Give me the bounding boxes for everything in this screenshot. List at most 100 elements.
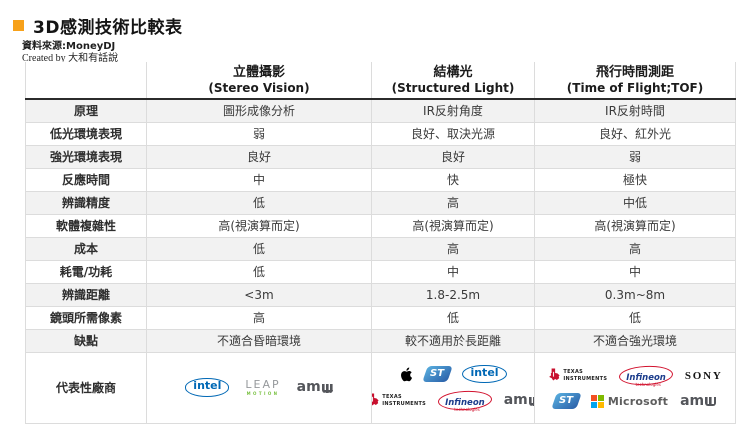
infineon-logo: Infineon technologies — [618, 364, 674, 387]
cell: 中 — [534, 259, 736, 284]
ti-texas-icon — [372, 393, 380, 409]
col-header-zh: 立體攝影 — [232, 65, 285, 81]
cell: 較不適用於長距離 — [371, 328, 535, 353]
texas-instruments-logo: TEXAS INSTRUMENTS — [547, 368, 607, 384]
table-row-representative-vendors: 代表性廠商 intel LEAP MOTION am — [25, 351, 736, 424]
vendor-logo-row: intel LEAP MOTION am — [148, 378, 371, 397]
row-label: 強光環境表現 — [25, 144, 147, 169]
header-row: 立體攝影 (Stereo Vision) 結構光 (Structured Lig… — [25, 62, 736, 100]
cell: 高 — [534, 236, 736, 261]
cell: 弱 — [146, 121, 372, 146]
cell: IR反射角度 — [371, 98, 535, 123]
apple-logo — [399, 366, 413, 383]
ams-s-glyph — [321, 383, 333, 393]
col-header-zh: 結構光 — [433, 65, 473, 81]
cell: 高(視演算而定) — [146, 213, 372, 238]
texas-instruments-logo: TEXAS INSTRUMENTS — [372, 393, 427, 409]
cell: 高(視演算而定) — [371, 213, 535, 238]
cell: 高 — [146, 305, 372, 330]
cell: 低 — [146, 190, 372, 215]
cell: 中 — [371, 259, 535, 284]
cell: 高 — [371, 190, 535, 215]
cell: IR反射時間 — [534, 98, 736, 123]
cell: 低 — [146, 236, 372, 261]
table-row-drawbacks: 缺點 不適合昏暗環境 較不適用於長距離 不適合強光環境 — [25, 328, 736, 353]
source-note: 資料來源:MoneyDJ — [22, 41, 116, 52]
col-header-time-of-flight: 飛行時間測距 (Time of Flight;TOF) — [534, 62, 736, 100]
table-row-strong-light: 強光環境表現 良好 良好 弱 — [25, 144, 736, 169]
microsoft-logo: Microsoft — [590, 394, 668, 408]
col-header-structured-light: 結構光 (Structured Light) — [371, 62, 535, 100]
comparison-table: 立體攝影 (Stereo Vision) 結構光 (Structured Lig… — [25, 62, 736, 424]
col-header-zh: 飛行時間測距 — [595, 65, 674, 81]
col-header-en: (Structured Light) — [391, 80, 515, 95]
cell: 弱 — [534, 144, 736, 169]
table-row-low-light: 低光環境表現 弱 良好、取決光源 良好、紅外光 — [25, 121, 736, 146]
cell: 1.8-2.5m — [371, 282, 535, 307]
table-row-recognition-distance: 辨識距離 <3m 1.8-2.5m 0.3m~8m — [25, 282, 736, 307]
row-label: 原理 — [25, 98, 147, 123]
table-row-lens-pixels: 鏡頭所需像素 高 低 低 — [25, 305, 736, 330]
table-row-power-consumption: 耗電/功耗 低 中 中 — [25, 259, 736, 284]
cell: 良好 — [371, 144, 535, 169]
cell: 良好、取決光源 — [371, 121, 535, 146]
corner-cell — [25, 62, 147, 100]
page-title: 3D感測技術比較表 — [33, 18, 183, 38]
cell: 0.3m~8m — [534, 282, 736, 307]
title-block: 3D感測技術比較表 — [13, 13, 182, 38]
vendor-cell-stereo: intel LEAP MOTION am — [146, 351, 372, 424]
table-row-cost: 成本 低 高 高 — [25, 236, 736, 261]
st-logo: ST — [422, 366, 454, 382]
cell: 高 — [371, 236, 535, 261]
col-header-en: (Time of Flight;TOF) — [566, 80, 704, 95]
intel-logo: intel — [185, 378, 230, 397]
col-header-stereo-vision: 立體攝影 (Stereo Vision) — [146, 62, 372, 100]
st-logo: ST — [551, 393, 582, 409]
cell: 中 — [146, 167, 372, 192]
cell: 良好 — [146, 144, 372, 169]
cell: 低 — [371, 305, 535, 330]
ams-logo: am — [680, 394, 717, 407]
col-header-en: (Stereo Vision) — [208, 80, 310, 95]
row-label: 辨識距離 — [25, 282, 147, 307]
cell: 不適合強光環境 — [534, 328, 736, 353]
vendor-cell-structured: ST intel — [371, 351, 535, 424]
cell: 圖形成像分析 — [146, 98, 372, 123]
cell: <3m — [146, 282, 372, 307]
ams-logo: am — [504, 393, 534, 407]
row-label: 耗電/功耗 — [25, 259, 147, 284]
row-label: 辨識精度 — [25, 190, 147, 215]
row-label: 成本 — [25, 236, 147, 261]
cell: 高(視演算而定) — [534, 213, 736, 238]
microsoft-squares-icon — [590, 394, 604, 408]
vendor-cell-tof: TEXAS INSTRUMENTS Infineon technologies … — [534, 351, 736, 424]
table-row-software-complexity: 軟體複雜性 高(視演算而定) 高(視演算而定) 高(視演算而定) — [25, 213, 736, 238]
leap-motion-logo: LEAP MOTION — [245, 378, 281, 396]
cell: 極快 — [534, 167, 736, 192]
table-row-principle: 原理 圖形成像分析 IR反射角度 IR反射時間 — [25, 98, 736, 123]
row-label: 反應時間 — [25, 167, 147, 192]
row-label: 代表性廠商 — [25, 351, 147, 424]
ams-s-glyph — [528, 396, 534, 406]
row-label: 低光環境表現 — [25, 121, 147, 146]
credit-note: Created by 大和有話說 — [22, 53, 119, 64]
ti-texas-icon — [547, 368, 560, 384]
row-label: 鏡頭所需像素 — [25, 305, 147, 330]
cell: 中低 — [534, 190, 736, 215]
ams-logo: am — [297, 380, 333, 394]
sony-logo: SONY — [684, 369, 723, 382]
cell: 不適合昏暗環境 — [146, 328, 372, 353]
row-label: 缺點 — [25, 328, 147, 353]
intel-logo: intel — [462, 364, 507, 384]
table-row-recognition-precision: 辨識精度 低 高 中低 — [25, 190, 736, 215]
cell: 快 — [371, 167, 535, 192]
cell: 良好、紅外光 — [534, 121, 736, 146]
cell: 低 — [534, 305, 736, 330]
cell: 低 — [146, 259, 372, 284]
title-bullet-icon — [13, 20, 24, 31]
ams-s-glyph — [705, 397, 717, 407]
infineon-logo: Infineon technologies — [437, 389, 493, 412]
table-row-response-time: 反應時間 中 快 極快 — [25, 167, 736, 192]
row-label: 軟體複雜性 — [25, 213, 147, 238]
